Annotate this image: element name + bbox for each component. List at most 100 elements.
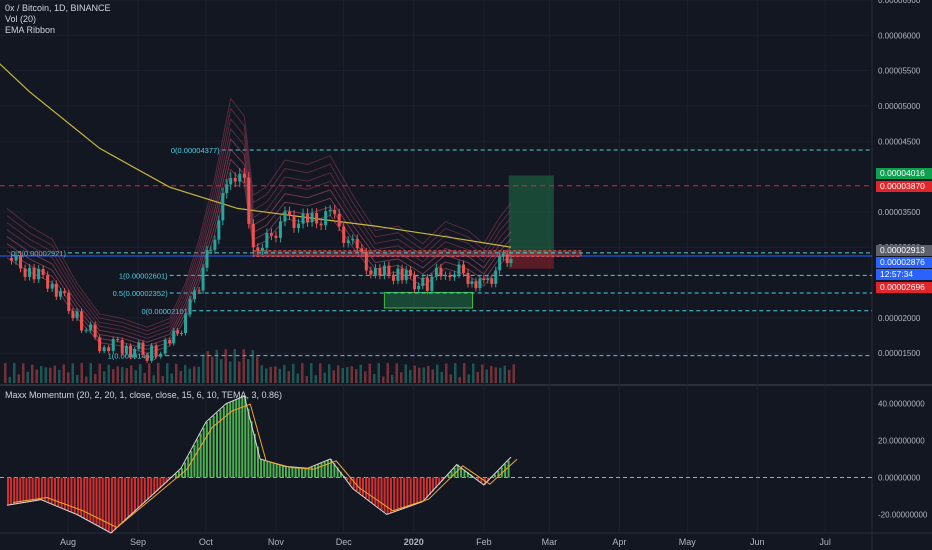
- ribbon-legend[interactable]: EMA Ribbon: [5, 25, 56, 35]
- volume-bar: [247, 359, 250, 383]
- volume-bar: [287, 371, 290, 383]
- volume-bar: [400, 372, 403, 383]
- volume-bar: [224, 349, 227, 383]
- candle-body: [434, 267, 438, 277]
- volume-bar: [251, 349, 254, 383]
- momentum-histogram-bar: [193, 445, 196, 478]
- momentum-histogram-bar: [371, 477, 374, 503]
- volume-bar: [4, 363, 7, 383]
- momentum-histogram-bar: [229, 402, 232, 478]
- momentum-histogram-bar: [396, 477, 399, 511]
- volume-bar: [13, 363, 16, 383]
- candle-body: [89, 324, 93, 331]
- candle-body: [448, 275, 452, 278]
- momentum-histogram-bar: [374, 477, 377, 506]
- candle-body: [306, 213, 310, 223]
- candle-body: [425, 277, 429, 291]
- volume-bar: [364, 371, 367, 383]
- momentum-histogram-bar: [247, 408, 250, 478]
- price-axis-label: 0.00005000: [878, 102, 921, 111]
- candle-body: [176, 330, 180, 334]
- candle-body: [14, 255, 18, 261]
- candle-body: [63, 291, 67, 293]
- volume-bar: [499, 367, 502, 383]
- candle-body: [474, 281, 478, 289]
- momentum-histogram-bar: [6, 477, 9, 506]
- candle-body: [457, 264, 461, 275]
- volume-bar: [229, 361, 232, 383]
- candle-body: [391, 274, 395, 281]
- volume-bar: [377, 363, 380, 383]
- momentum-histogram-bar: [504, 464, 507, 478]
- volume-bar: [449, 374, 452, 383]
- volume-bar: [134, 370, 137, 383]
- momentum-histogram-bar: [466, 472, 469, 478]
- candle-body: [369, 270, 373, 275]
- volume-bar: [265, 368, 268, 383]
- candle-body: [287, 211, 291, 216]
- candle-body: [28, 267, 32, 277]
- candle-body: [229, 178, 233, 185]
- volume-bar: [431, 369, 434, 383]
- candle-body: [145, 354, 149, 361]
- candle-body: [269, 232, 273, 236]
- momentum-histogram-bar: [140, 477, 143, 506]
- candle-body: [154, 345, 158, 357]
- candle-body: [346, 240, 350, 243]
- momentum-histogram-bar: [314, 465, 317, 478]
- candle-body: [470, 281, 474, 284]
- momentum-histogram-bar: [89, 477, 92, 522]
- volume-bar: [368, 363, 371, 383]
- candle-body: [225, 184, 229, 194]
- volume-legend[interactable]: Vol (20): [5, 14, 37, 24]
- time-axis-label: Aug: [60, 537, 76, 547]
- candle-body: [102, 347, 106, 352]
- candle-body: [278, 221, 282, 238]
- momentum-histogram-bar: [253, 433, 256, 478]
- momentum-histogram-bar: [441, 477, 444, 482]
- momentum-histogram-bar: [386, 477, 389, 515]
- momentum-legend[interactable]: Maxx Momentum (20, 2, 20, 1, close, clos…: [5, 390, 282, 400]
- volume-bar: [481, 364, 484, 383]
- momentum-histogram-bar: [67, 477, 70, 511]
- candle-body: [180, 333, 184, 335]
- candle-body: [205, 250, 209, 268]
- momentum-histogram-bar: [95, 477, 98, 525]
- volume-bar: [341, 368, 344, 383]
- volume-bar: [152, 375, 155, 383]
- position-target-zone: [508, 175, 554, 254]
- candle-body: [256, 247, 260, 251]
- volume-bar: [22, 363, 25, 383]
- volume-bar: [175, 363, 178, 383]
- volume-bar: [373, 373, 376, 383]
- candle-body: [494, 270, 498, 284]
- momentum-histogram-bar: [412, 477, 415, 506]
- momentum-histogram-bar: [333, 463, 336, 478]
- momentum-histogram-bar: [393, 477, 396, 513]
- candle-body: [172, 330, 176, 344]
- symbol-legend[interactable]: 0x / Bitcoin, 1D, BINANCE: [5, 3, 111, 13]
- momentum-histogram-bar: [124, 477, 127, 521]
- candle-body: [404, 269, 408, 281]
- volume-bar: [98, 363, 101, 383]
- candle-body: [221, 193, 225, 221]
- momentum-histogram-bar: [406, 477, 409, 508]
- volume-bar: [454, 363, 457, 383]
- momentum-histogram-bar: [57, 477, 60, 507]
- momentum-histogram-bar: [226, 403, 229, 478]
- candle-body: [387, 265, 391, 275]
- momentum-histogram-bar: [428, 477, 431, 495]
- volume-bar: [278, 368, 281, 383]
- candle-body: [364, 252, 368, 271]
- momentum-histogram-bar: [80, 477, 83, 517]
- volume-bar: [269, 366, 272, 383]
- volume-bar: [260, 365, 263, 383]
- momentum-histogram-bar: [403, 477, 406, 509]
- candle-body: [217, 220, 221, 240]
- candle-body: [355, 238, 359, 249]
- momentum-histogram-bar: [301, 467, 304, 478]
- candle-body: [462, 264, 465, 273]
- momentum-histogram-bar: [10, 477, 13, 505]
